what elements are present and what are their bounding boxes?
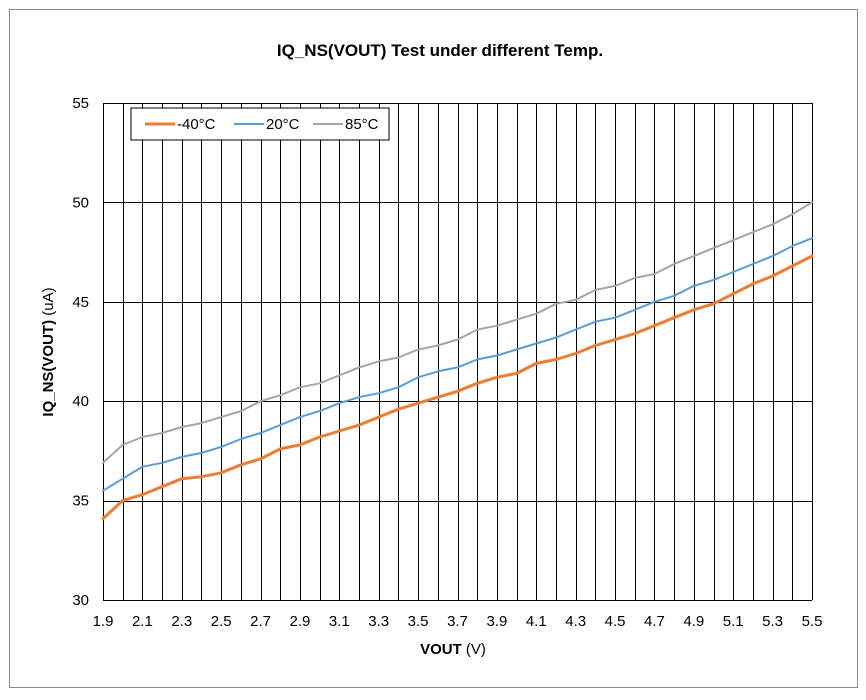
x-tick-label: 1.9: [93, 613, 114, 630]
y-tick-label: 35: [72, 493, 89, 510]
x-tick-label: 3.9: [486, 613, 507, 630]
y-axis-ticks: 30 35 40 45 50 55: [72, 95, 89, 609]
series-lines: [101, 201, 814, 520]
y-tick-label: 55: [72, 95, 89, 112]
x-tick-label: 5.5: [802, 613, 823, 630]
x-tick-label: 2.3: [171, 613, 192, 630]
x-tick-label: 2.1: [132, 613, 153, 630]
x-axis-ticks: 1.9 2.1 2.3 2.5 2.7 2.9 3.1 3.3 3.5 3.7 3.9 4.1 4.3 4…: [93, 613, 823, 630]
x-tick-label: 3.7: [447, 613, 468, 630]
y-tick-label: 30: [72, 592, 89, 609]
y-tick-label: 50: [72, 194, 89, 211]
series-line: [102, 201, 813, 464]
legend-label: 85°C: [345, 116, 379, 133]
x-tick-label: 2.9: [290, 613, 311, 630]
x-tick-label: 4.3: [565, 613, 586, 630]
x-tick-label: 2.5: [211, 613, 232, 630]
x-tick-label: 4.1: [526, 613, 547, 630]
x-tick-label: 5.1: [723, 613, 744, 630]
legend: -40°C 20°C 85°C: [130, 107, 390, 141]
x-tick-label: 4.9: [683, 613, 704, 630]
y-axis-unit: (uA): [40, 287, 57, 320]
x-tick-label: 5.3: [762, 613, 783, 630]
x-tick-label: 3.5: [408, 613, 429, 630]
legend-label: 20°C: [266, 116, 300, 133]
y-tick-label: 45: [72, 294, 89, 311]
x-tick-label: 3.3: [368, 613, 389, 630]
x-axis-label: VOUT: [420, 641, 462, 658]
y-axis-label: IQ_NS(VOUT): [40, 320, 57, 417]
legend-label: -40°C: [177, 116, 216, 133]
x-axis-unit: (V): [462, 641, 486, 658]
y-tick-label: 40: [72, 393, 89, 410]
x-tick-label: 2.7: [250, 613, 271, 630]
x-axis-title: VOUT (V): [420, 641, 486, 658]
series-line: [102, 237, 813, 492]
series-line: [101, 254, 814, 520]
x-tick-label: 4.5: [605, 613, 626, 630]
x-tick-label: 3.1: [329, 613, 350, 630]
grid: [103, 103, 813, 601]
chart-title: IQ_NS(VOUT) Test under different Temp.: [277, 41, 603, 60]
x-tick-label: 4.7: [644, 613, 665, 630]
y-axis-title: IQ_NS(VOUT) (uA): [40, 287, 57, 416]
